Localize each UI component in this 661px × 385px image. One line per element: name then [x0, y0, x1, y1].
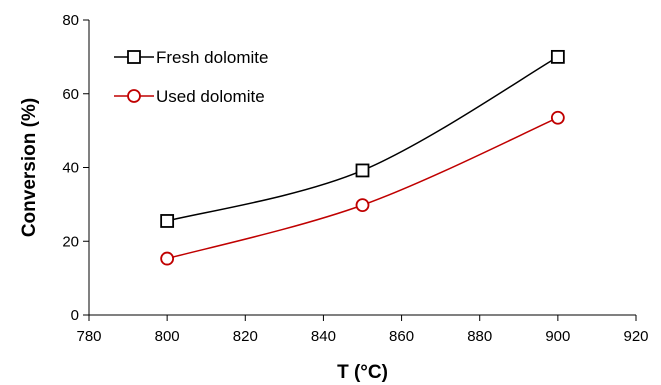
y-axis-title: Conversion (%) [19, 98, 40, 237]
legend-item-fresh-dolomite: Fresh dolomite [114, 48, 268, 67]
series-layer [160, 49, 565, 266]
x-axis-title: T (°C) [337, 362, 388, 383]
y-tick-label: 20 [62, 233, 79, 250]
data-point-fresh-dolomite [160, 214, 175, 228]
legend-label-used-dolomite: Used dolomite [156, 87, 265, 106]
y-tick-label: 80 [62, 12, 79, 29]
x-tick-label: 780 [76, 328, 101, 345]
y-tick-label: 60 [62, 86, 79, 103]
data-point-fresh-dolomite [550, 49, 565, 64]
x-tick-label: 920 [623, 328, 648, 345]
y-ticks: 0 20 40 60 80 [62, 12, 89, 324]
data-point-fresh-dolomite [355, 163, 370, 178]
x-tick-label: 820 [233, 328, 258, 345]
data-point-used-dolomite [160, 251, 175, 266]
x-tick-label: 800 [155, 328, 180, 345]
x-tick-label: 900 [545, 328, 570, 345]
series-line-used-dolomite [166, 117, 559, 260]
legend-marker-circle [127, 89, 141, 103]
legend-item-used-dolomite: Used dolomite [114, 87, 265, 106]
y-tick-label: 40 [62, 160, 79, 177]
series-line-fresh-dolomite [166, 56, 559, 222]
legend: Fresh dolomite Used dolomite [114, 48, 268, 106]
data-point-used-dolomite [550, 110, 565, 125]
x-tick-label: 860 [389, 328, 414, 345]
y-tick-label: 0 [71, 307, 79, 324]
legend-label-fresh-dolomite: Fresh dolomite [156, 48, 268, 67]
legend-marker-square [127, 50, 141, 64]
x-tick-label: 840 [311, 328, 336, 345]
data-point-used-dolomite [355, 198, 370, 213]
x-ticks: 780 800 820 840 860 880 900 920 [76, 315, 649, 345]
plot-area: 780 800 820 840 860 880 900 920 0 20 40 60 80 [62, 12, 648, 345]
x-tick-label: 880 [467, 328, 492, 345]
